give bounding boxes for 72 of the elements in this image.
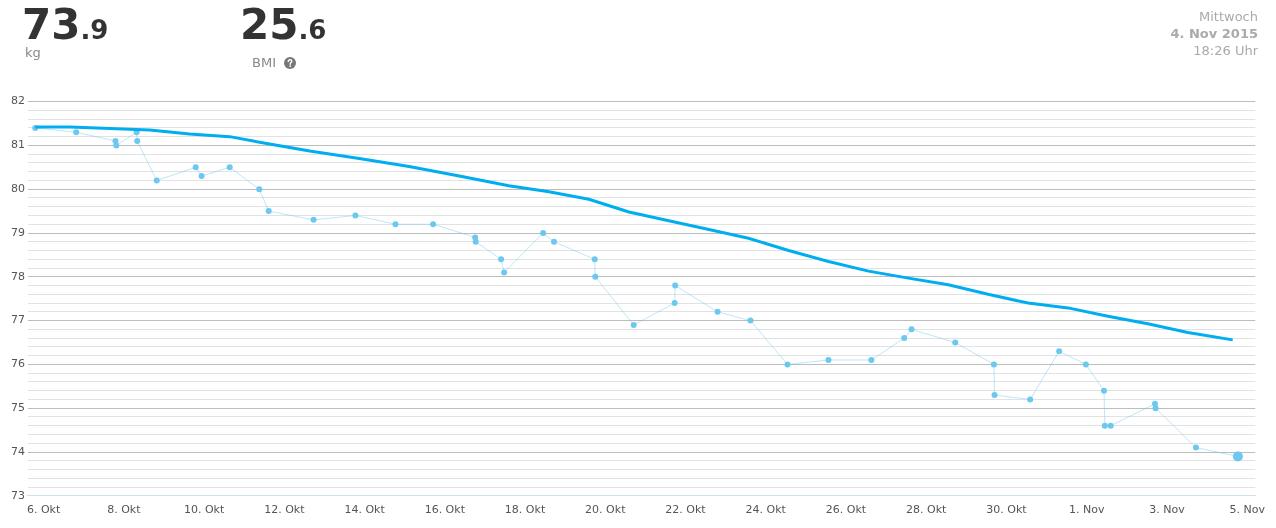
- x-tick-label: 26. Okt: [825, 503, 867, 517]
- x-tick-label: 24. Okt: [745, 503, 787, 517]
- text: Mittwoch: [1198, 8, 1258, 25]
- x-tick-label: 8. Okt: [107, 503, 142, 517]
- point: [991, 392, 998, 399]
- point: [134, 138, 141, 145]
- y-tick-label: 74: [11, 444, 25, 458]
- point: [73, 129, 80, 136]
- point: [501, 269, 508, 276]
- y-tick-label: 82: [11, 94, 25, 108]
- y-tick-label: 81: [11, 138, 25, 152]
- point: [714, 308, 721, 315]
- x-tick-label: 6. Okt: [26, 503, 61, 517]
- x-tick-label: 3. Nov: [1149, 503, 1186, 517]
- point: [592, 273, 599, 280]
- x-tick-label: 5. Nov: [1229, 503, 1266, 517]
- y-tick-label: 79: [11, 225, 25, 239]
- point: [226, 164, 233, 171]
- y-tick-label: 78: [11, 269, 25, 283]
- x-tick-label: 1. Nov: [1068, 503, 1105, 517]
- point: [591, 256, 598, 263]
- text: 25.6: [240, 0, 327, 49]
- x-tick-label: 22. Okt: [665, 503, 707, 517]
- point: [430, 221, 437, 228]
- point: [1101, 387, 1107, 394]
- text: 18:26 Uhr: [1192, 42, 1258, 59]
- point: [671, 300, 678, 307]
- text: BMI: [252, 55, 276, 70]
- point: [352, 212, 359, 219]
- point: [153, 177, 160, 184]
- y-tick-label: 80: [11, 182, 25, 196]
- point: [472, 238, 479, 245]
- point: [498, 256, 505, 263]
- x-tick-label: 12. Okt: [264, 503, 306, 517]
- point: [392, 221, 399, 228]
- point: [1056, 348, 1063, 355]
- y-tick-label: 73: [11, 488, 25, 502]
- point: [1101, 422, 1108, 429]
- point: [908, 326, 915, 333]
- point: [825, 357, 832, 364]
- point: [747, 317, 754, 324]
- point: [630, 321, 637, 328]
- y-tick-label: 76: [11, 357, 25, 371]
- point: [990, 361, 997, 368]
- point: [540, 230, 547, 236]
- point: [192, 164, 199, 171]
- point: [672, 282, 679, 289]
- y-tick-label: 77: [11, 313, 25, 327]
- point: [901, 335, 908, 342]
- point: [1082, 361, 1089, 368]
- point: [784, 361, 791, 368]
- point: [265, 208, 272, 215]
- y-tick-label: 75: [11, 401, 25, 415]
- text: 4. Nov 2015: [1170, 25, 1258, 42]
- point: [1027, 396, 1034, 403]
- point: [868, 357, 875, 364]
- point: [1107, 422, 1114, 429]
- x-tick-label: 16. Okt: [424, 503, 466, 517]
- x-tick-label: 20. Okt: [585, 503, 627, 517]
- point: [1152, 405, 1159, 412]
- point: [1192, 444, 1199, 451]
- x-tick-label: 14. Okt: [344, 503, 386, 517]
- x-tick-label: 10. Okt: [183, 503, 225, 517]
- point: [551, 238, 558, 245]
- x-tick-label: 28. Okt: [906, 503, 948, 517]
- x-tick-label: 18. Okt: [504, 503, 546, 517]
- x-tick-label: 30. Okt: [986, 503, 1028, 517]
- point: [256, 186, 263, 193]
- point: [310, 216, 317, 223]
- point: [952, 339, 959, 346]
- point: [113, 142, 120, 149]
- point: [198, 173, 205, 180]
